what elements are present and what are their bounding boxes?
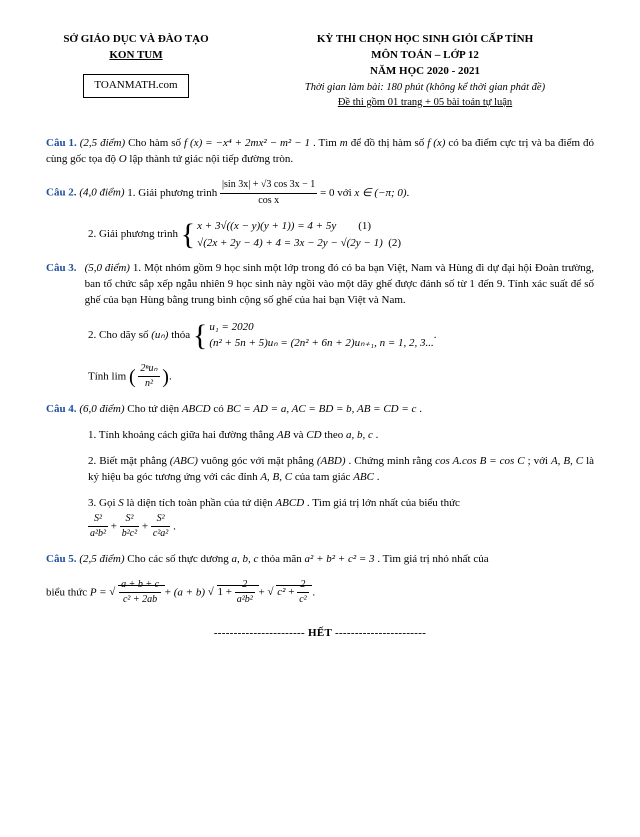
fraction: |sin 3x| + √3 cos 3x − 1 cos x (220, 178, 317, 208)
q2-part2: 2. Giải phương trình { x + 3√((x − y)(y … (46, 218, 594, 251)
question-2: Câu 2. (4,0 điểm) 1. Giải phương trình |… (46, 178, 594, 208)
q3-part1: 1. Một nhóm gồm 9 học sinh một lớp trong… (85, 262, 594, 306)
q3-part2: 2. Cho dãy số (uₙ) thỏa { u₁ = 2020 (n² … (46, 319, 594, 352)
equation-system: { x + 3√((x − y)(y + 1)) = 4 + 5y (1) √(… (181, 218, 401, 251)
q1-points: (2,5 điểm) (80, 137, 125, 149)
sequence-system: { u₁ = 2020 (n² + 5n + 5)uₙ = (2n² + 6n … (193, 319, 434, 352)
header: SỞ GIÁO DỤC VÀ ĐÀO TẠO KON TUM TOANMATH.… (46, 32, 594, 110)
q5-expression: biểu thức P = √ a + b + c c² + 2ab + (a … (46, 578, 594, 608)
question-4: Câu 4. (6,0 điểm) Cho tứ diện ABCD có BC… (46, 402, 594, 418)
q4-part3: 3. Gọi S là diện tích toàn phần của tứ d… (46, 496, 594, 542)
header-left: SỞ GIÁO DỤC VÀ ĐÀO TẠO KON TUM TOANMATH.… (46, 32, 226, 110)
q4-part1: 1. Tính khoảng cách giữa hai đường thẳng… (46, 428, 594, 444)
q2-label: Câu 2. (46, 187, 77, 199)
right-paren-icon: ) (162, 366, 169, 388)
question-1: Câu 1. (2,5 điểm) Cho hàm số f (x) = −x⁴… (46, 136, 594, 168)
q5-label: Câu 5. (46, 553, 77, 565)
province: KON TUM (46, 48, 226, 64)
q4-part2: 2. Biết mặt phẳng (ABC) vuông góc với mặ… (46, 454, 594, 486)
q2-part1: 1. Giải phương trình |sin 3x| + √3 cos 3… (127, 187, 409, 199)
school-year: NĂM HỌC 2020 - 2021 (256, 64, 594, 80)
q3-points: (5,0 điểm) (85, 262, 130, 274)
duration: Thời gian làm bài: 180 phút (không kể th… (256, 80, 594, 95)
question-3: Câu 3. (5,0 điểm) 1. Một nhóm gồm 9 học … (46, 261, 594, 309)
q3-limit: Tính lim ( 2ⁿuₙ n² ). (46, 362, 594, 392)
exam-page: SỞ GIÁO DỤC VÀ ĐÀO TẠO KON TUM TOANMATH.… (0, 0, 640, 837)
q3-label: Câu 3. (46, 262, 77, 274)
header-right: KỲ THI CHỌN HỌC SINH GIỎI CẤP TỈNH MÔN T… (256, 32, 594, 110)
page-count: Đề thi gồm 01 trang + 05 bài toán tự luậ… (256, 95, 594, 110)
left-brace-icon: { (181, 224, 195, 245)
q4-points: (6,0 điểm) (79, 403, 124, 415)
contest-title: KỲ THI CHỌN HỌC SINH GIỎI CẤP TỈNH (256, 32, 594, 48)
left-brace-icon: { (193, 325, 207, 346)
q2-points: (4,0 điểm) (79, 187, 124, 199)
site-box: TOANMATH.com (83, 74, 188, 98)
left-paren-icon: ( (129, 366, 136, 388)
ministry: SỞ GIÁO DỤC VÀ ĐÀO TẠO (46, 32, 226, 48)
q1-label: Câu 1. (46, 137, 77, 149)
q5-points: (2,5 điểm) (79, 553, 124, 565)
q1-text: Cho hàm số f (x) = −x⁴ + 2mx² − m² − 1 .… (46, 137, 594, 165)
end-marker: ----------------------- HẾT ------------… (46, 626, 594, 642)
question-5: Câu 5. (2,5 điểm) Cho các số thực dương … (46, 552, 594, 568)
q4-label: Câu 4. (46, 403, 77, 415)
subject: MÔN TOÁN – LỚP 12 (256, 48, 594, 64)
